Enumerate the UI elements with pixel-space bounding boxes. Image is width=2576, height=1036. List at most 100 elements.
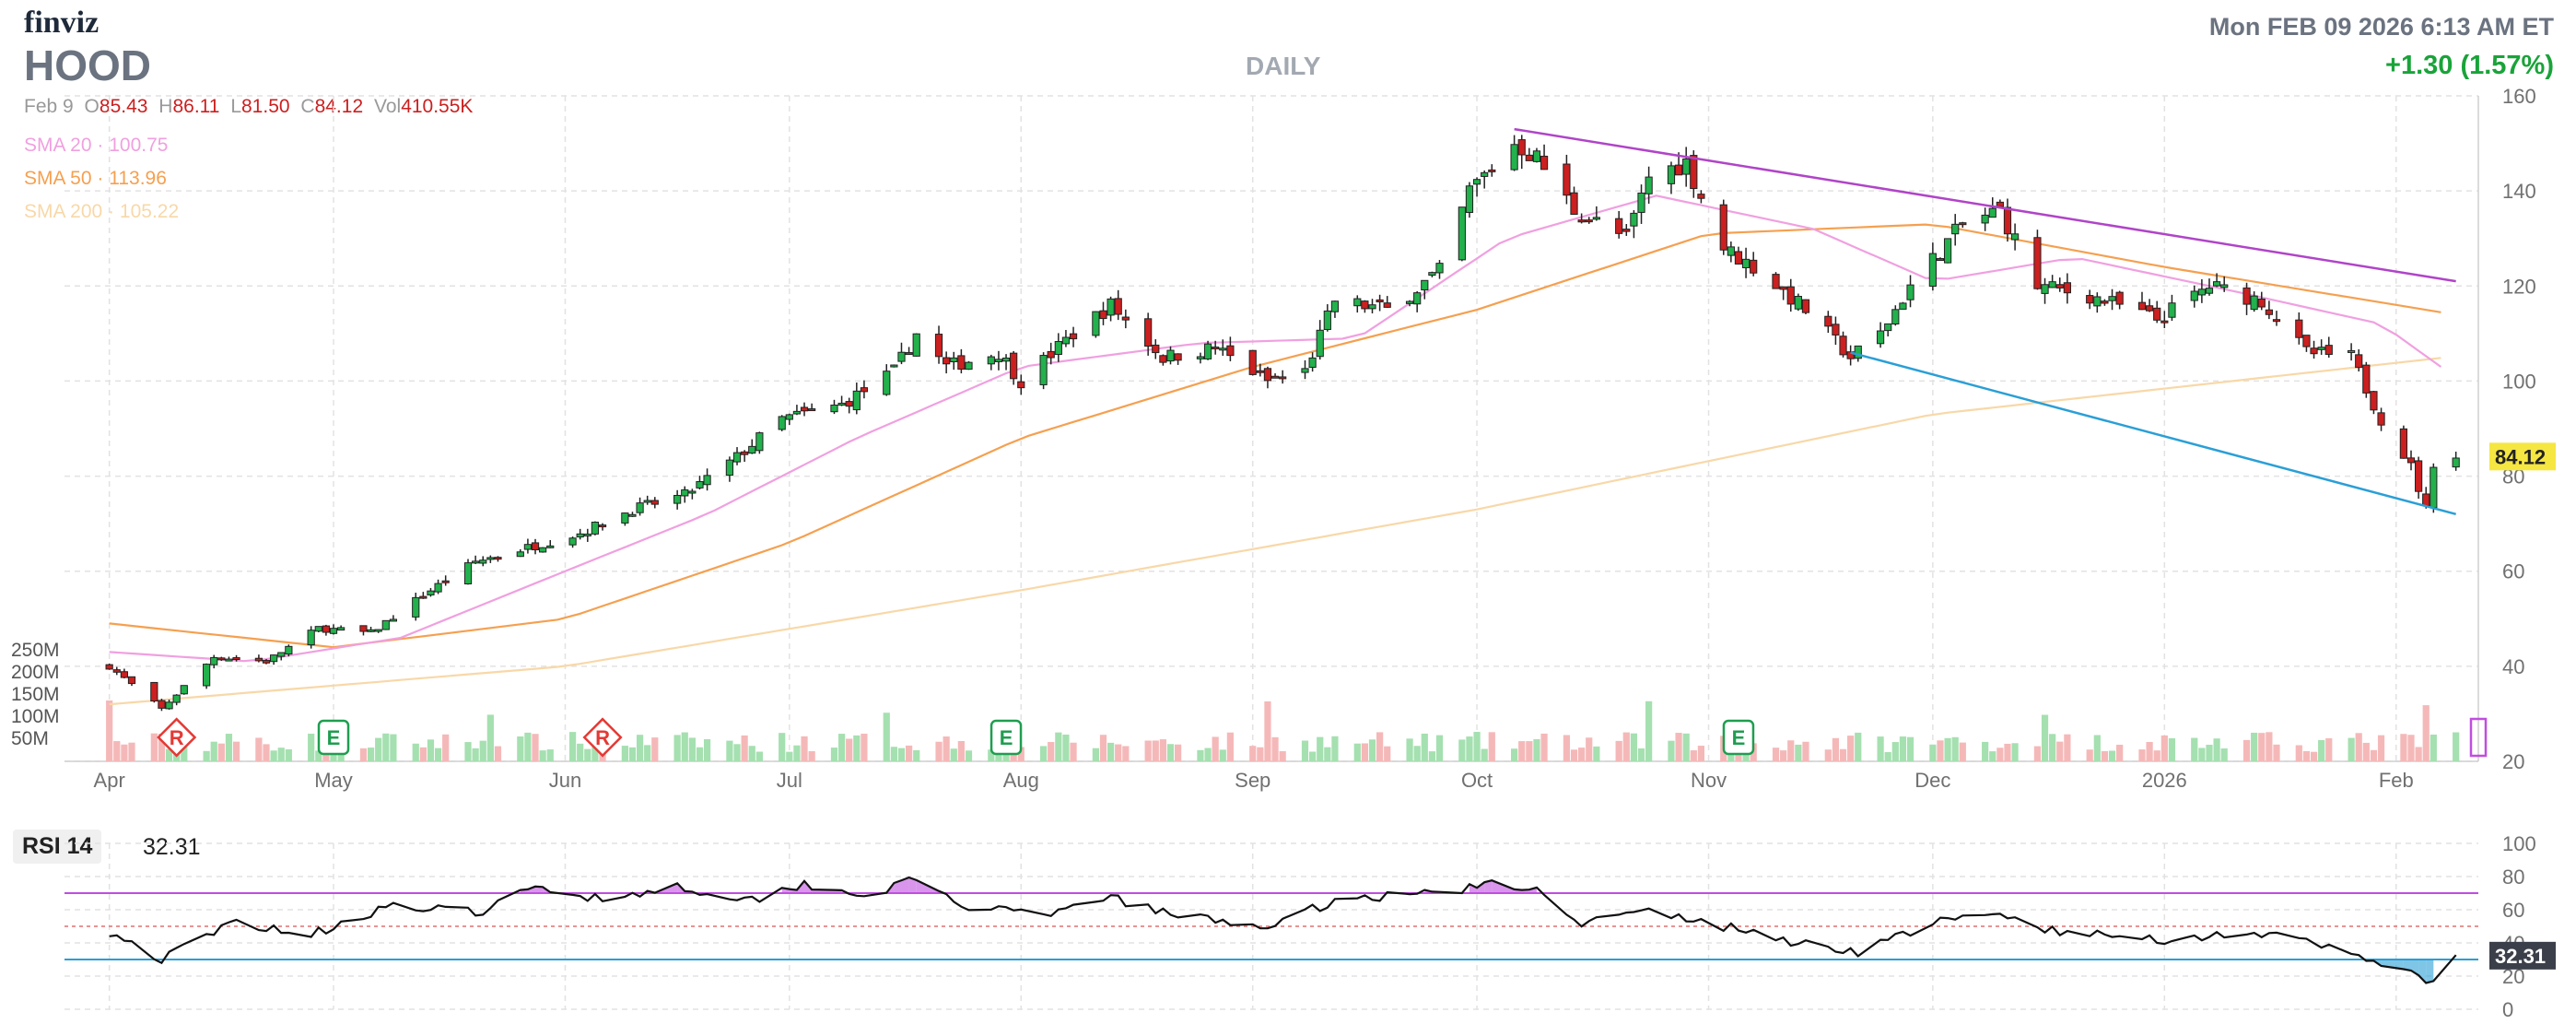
volume-bar	[1884, 751, 1891, 761]
candle	[1308, 352, 1317, 372]
candle	[905, 347, 913, 356]
candle	[1667, 161, 1676, 194]
candle	[2399, 425, 2407, 459]
event-marker-r[interactable]: R	[582, 717, 623, 758]
candle	[965, 360, 973, 371]
candle-body-down	[1779, 286, 1787, 290]
candle	[2377, 407, 2385, 431]
event-marker-e[interactable]: E	[317, 719, 350, 756]
candle	[1637, 184, 1645, 224]
candle	[636, 497, 644, 516]
candle	[2265, 300, 2273, 320]
candle-body-down	[1577, 219, 1586, 223]
volume-bar	[1144, 740, 1152, 761]
legend-sma20[interactable]: SMA 20 · 100.75	[24, 135, 169, 156]
candle-body-up	[307, 630, 315, 646]
volume-bar	[2064, 734, 2071, 761]
candle-body-up	[539, 547, 547, 553]
volume-bar	[1802, 741, 1809, 761]
candle	[1682, 147, 1691, 187]
candle-body-down	[2153, 307, 2161, 321]
volume-bar	[1092, 748, 1099, 761]
rsi-label[interactable]: RSI 14	[13, 830, 102, 864]
candle	[150, 681, 158, 703]
candle-body-down	[1270, 375, 1280, 379]
candle	[232, 654, 240, 662]
event-marker-e[interactable]: E	[1722, 719, 1755, 756]
candle-body-down	[2414, 460, 2423, 492]
candle-body-up	[628, 513, 637, 517]
volume-bar	[1630, 733, 1638, 761]
candle	[673, 489, 682, 510]
volume-bar	[1511, 748, 1518, 761]
volume-bar	[1937, 740, 1944, 761]
sma50-line	[109, 223, 2441, 649]
volume-bar	[681, 732, 688, 761]
volume-bar	[2377, 735, 2385, 761]
volume-bar	[494, 746, 502, 761]
candle	[1421, 279, 1429, 300]
candle-body-up	[427, 590, 435, 595]
volume-bar	[2206, 745, 2213, 761]
candle	[2160, 311, 2169, 329]
volume-bar	[1563, 735, 1571, 761]
candle	[1248, 349, 1257, 376]
candle-body-up	[1899, 302, 1907, 310]
volume-bar	[2348, 737, 2355, 761]
volume-bar	[1122, 746, 1130, 761]
volume-bar	[808, 751, 815, 761]
candle	[2220, 276, 2229, 292]
candle-body-down	[1525, 154, 1533, 161]
candle	[1630, 210, 1638, 239]
volume-bar	[1697, 746, 1705, 761]
legend-sma200[interactable]: SMA 200 · 105.22	[24, 201, 180, 222]
candle	[1563, 154, 1571, 205]
candle	[987, 354, 995, 371]
candle	[2347, 343, 2356, 361]
candle	[741, 450, 749, 463]
candle-body-up	[1988, 207, 1996, 218]
candle	[748, 439, 756, 454]
volume-bar	[158, 734, 166, 761]
event-label: E	[327, 726, 341, 749]
candle-body-up	[203, 664, 211, 687]
volume-bar	[786, 751, 793, 761]
candle-body-up	[725, 459, 734, 477]
candle-body-down	[1212, 347, 1220, 350]
candle	[1622, 224, 1631, 236]
volume-bar	[2198, 748, 2206, 761]
candle-body-up	[374, 629, 382, 632]
candle	[2242, 282, 2251, 315]
volume-bar	[1197, 749, 1204, 761]
volume-bar	[1166, 744, 1175, 761]
brand-logo[interactable]: finviz	[24, 6, 100, 40]
candle-body-up	[732, 452, 742, 463]
rsi-panel: 02040608010032.31	[64, 832, 2556, 1021]
candle-body-up	[755, 432, 764, 452]
candle	[1114, 289, 1122, 321]
candle-body-down	[1361, 300, 1369, 310]
candle-body-down	[1824, 315, 1832, 327]
candle	[359, 625, 368, 636]
volume-bar	[2302, 750, 2311, 761]
volume-bar	[644, 745, 651, 761]
event-marker-e[interactable]: E	[989, 719, 1023, 756]
candle	[1256, 363, 1264, 377]
candle-body-down	[112, 669, 121, 673]
candle	[1047, 342, 1055, 365]
volume-bar	[577, 743, 584, 761]
candle	[2033, 230, 2042, 290]
candle	[1794, 293, 1802, 312]
event-marker-r[interactable]: R	[157, 717, 197, 758]
candle	[210, 654, 218, 669]
legend-sma50[interactable]: SMA 50 · 113.96	[24, 168, 167, 189]
volume-bar	[382, 733, 390, 761]
candle	[285, 644, 293, 657]
candle	[1226, 336, 1235, 361]
candle	[2003, 198, 2012, 242]
candle	[643, 495, 651, 505]
candle-body-up	[1166, 349, 1175, 362]
candle	[808, 403, 816, 412]
candle	[1779, 286, 1787, 300]
